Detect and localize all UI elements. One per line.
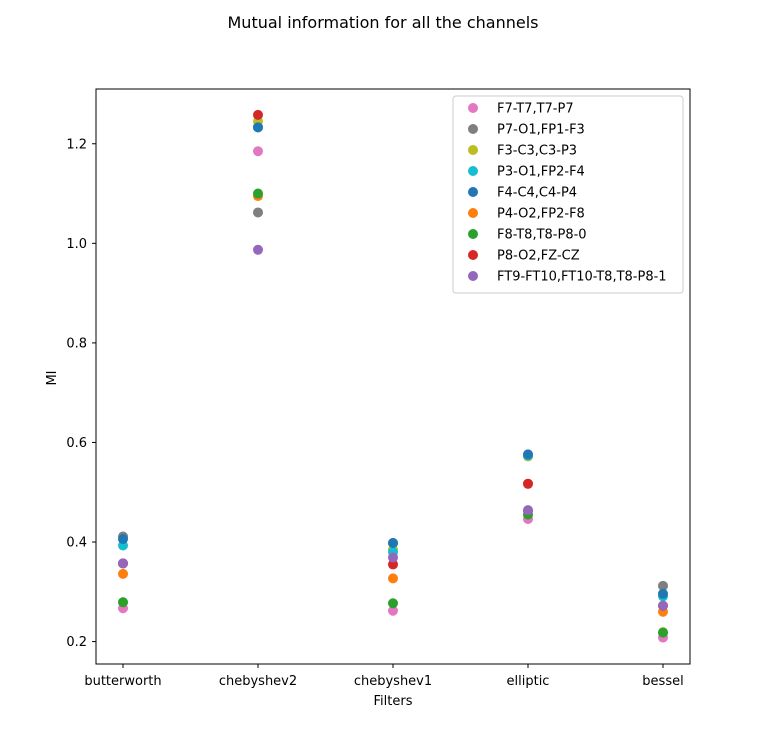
data-point <box>658 627 668 638</box>
data-point <box>253 244 263 255</box>
data-point <box>253 122 263 133</box>
legend-marker <box>468 145 478 155</box>
legend-marker <box>468 250 478 260</box>
y-tick-label: 1.2 <box>66 137 87 152</box>
legend-entry: P4-O2,FP2-F8 <box>497 207 585 222</box>
y-axis: 0.2 0.4 0.6 0.8 1.0 1.2 <box>66 137 96 650</box>
legend-marker <box>468 271 478 281</box>
legend-marker <box>468 187 478 197</box>
x-tick-label: elliptic <box>507 674 550 689</box>
data-point <box>253 207 263 218</box>
data-point <box>388 573 398 584</box>
data-point <box>523 449 533 460</box>
data-point <box>118 568 128 579</box>
data-point <box>253 146 263 157</box>
y-tick-label: 1.0 <box>66 237 87 252</box>
y-tick-label: 0.8 <box>66 336 87 351</box>
legend-entry: P8-O2,FZ-CZ <box>497 249 580 264</box>
legend-entry: F8-T8,T8-P8-0 <box>497 228 587 243</box>
data-point <box>388 605 398 616</box>
data-point <box>388 538 398 549</box>
data-point <box>658 580 668 591</box>
y-axis-label: MI <box>45 370 60 385</box>
data-point <box>658 600 668 611</box>
x-tick-label: butterworth <box>84 674 161 689</box>
legend-marker <box>468 208 478 218</box>
legend-marker <box>468 229 478 239</box>
legend-entry: P3-O1,FP2-F4 <box>497 165 585 180</box>
data-points <box>118 109 668 643</box>
legend-entry: P7-O1,FP1-F3 <box>497 123 585 138</box>
data-point <box>523 478 533 489</box>
legend-entry: FT9-FT10,FT10-T8,T8-P8-1 <box>497 270 667 285</box>
legend-entry: F3-C3,C3-P3 <box>497 144 577 159</box>
data-point <box>388 552 398 563</box>
x-tick-label: chebyshev2 <box>219 674 297 689</box>
chart-title: Mutual information for all the channels <box>228 13 539 32</box>
data-point <box>523 505 533 516</box>
legend-entry: F4-C4,C4-P4 <box>497 186 577 201</box>
data-point <box>388 559 398 570</box>
y-tick-label: 0.2 <box>66 635 87 650</box>
y-tick-label: 0.6 <box>66 436 87 451</box>
y-tick-label: 0.4 <box>66 536 87 551</box>
legend-box <box>452 95 684 294</box>
data-point <box>388 598 398 609</box>
plot-frame <box>95 88 691 665</box>
x-axis-label: Filters <box>374 694 413 709</box>
data-point <box>118 534 128 545</box>
legend-marker <box>468 124 478 134</box>
data-point <box>118 597 128 608</box>
legend-marker <box>468 103 478 113</box>
data-point <box>253 188 263 199</box>
x-tick-label: chebyshev1 <box>354 674 432 689</box>
data-point <box>253 109 263 120</box>
data-point <box>118 558 128 569</box>
legend: F7-T7,T7-P7 P7-O1,FP1-F3 F3-C3,C3-P3 P3-O1,… <box>452 95 684 294</box>
legend-entry: F7-T7,T7-P7 <box>497 102 574 117</box>
legend-marker <box>468 166 478 176</box>
x-tick-label: bessel <box>642 674 683 689</box>
data-point <box>658 588 668 599</box>
x-axis: butterworth chebyshev2 chebyshev1 elliptic b… <box>84 664 684 689</box>
